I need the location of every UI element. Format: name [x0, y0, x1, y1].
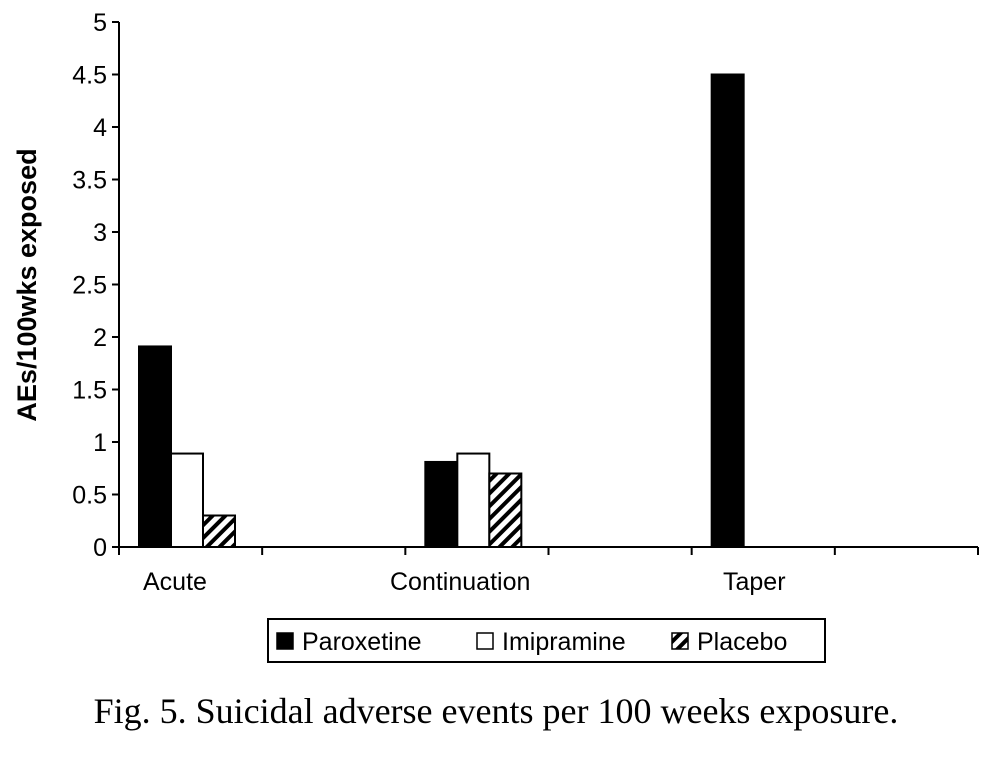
- bar-paroxetine-acute: [138, 345, 172, 549]
- y-tick-label: 5: [93, 9, 107, 37]
- axes: 0 0.5 1 1.5 2 2.5 3 3.5 4 4.5 5 AEs/100wks exposed A…: [12, 9, 979, 596]
- bar-imipramine-acute: [170, 452, 204, 548]
- x-tick-label: Continuation: [390, 568, 530, 596]
- bar-imipramine-continuation: [456, 452, 491, 548]
- y-tick-label: 0.5: [72, 482, 107, 510]
- bar-paroxetine-taper: [710, 73, 745, 548]
- legend-swatch-imipramine: [476, 632, 494, 650]
- legend: Paroxetine Imipramine Placebo: [267, 618, 826, 663]
- y-tick-label: 1.5: [72, 377, 107, 405]
- legend-label-paroxetine: Paroxetine: [302, 628, 422, 656]
- bar-placebo-acute: [202, 514, 236, 548]
- bar-paroxetine-continuation: [424, 460, 459, 549]
- legend-swatch-placebo: [671, 632, 689, 650]
- y-tick-label: 3.5: [72, 167, 107, 195]
- x-tick-label: Acute: [143, 568, 207, 596]
- legend-swatch-paroxetine: [276, 632, 294, 650]
- bar-chart: 0 0.5 1 1.5 2 2.5 3 3.5 4 4.5 5 AEs/100wks exposed A…: [12, 9, 979, 663]
- legend-label-imipramine: Imipramine: [502, 628, 626, 656]
- y-tick-label: 2: [93, 324, 107, 352]
- y-axis-label: AEs/100wks exposed: [12, 148, 42, 421]
- x-tick-label: Taper: [723, 568, 786, 596]
- y-tick-label: 2.5: [72, 272, 107, 300]
- legend-box: [267, 618, 826, 663]
- y-tick-label: 4: [93, 114, 107, 142]
- bars: [138, 73, 745, 549]
- y-tick-label: 4.5: [72, 62, 107, 90]
- y-tick-label: 3: [93, 219, 107, 247]
- figure-caption: Fig. 5. Suicidal adverse events per 100 …: [93, 691, 899, 731]
- legend-label-placebo: Placebo: [697, 628, 787, 656]
- y-tick-label: 0: [93, 534, 107, 562]
- y-tick-label: 1: [93, 429, 107, 457]
- bar-placebo-continuation: [488, 472, 523, 548]
